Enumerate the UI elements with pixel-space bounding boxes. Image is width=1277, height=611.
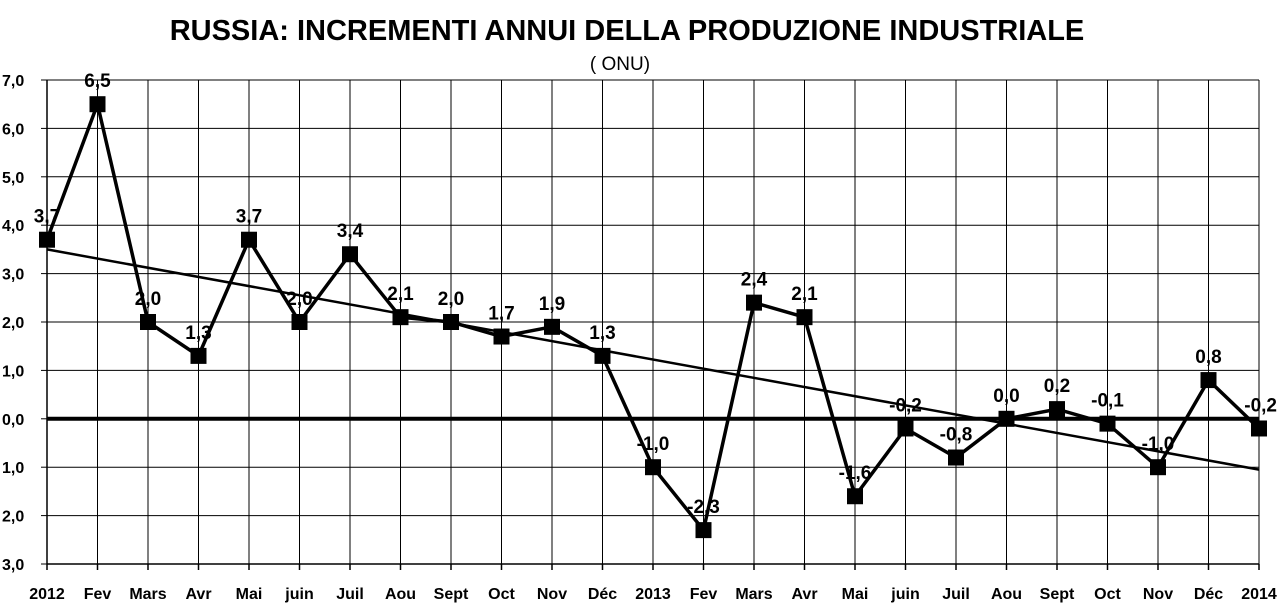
chart-title: RUSSIA: INCREMENTI ANNUI DELLA PRODUZION… xyxy=(170,15,1085,47)
x-tick-label: Fev xyxy=(690,586,718,603)
x-tick-label: Mai xyxy=(842,586,869,603)
data-point-marker xyxy=(392,309,409,326)
data-label: -0,2 xyxy=(889,395,922,416)
data-point-marker xyxy=(1049,401,1065,418)
series-group xyxy=(39,96,1267,539)
y-tick-label: 4,0 xyxy=(2,218,24,235)
data-point-marker xyxy=(342,246,358,263)
data-point-marker xyxy=(190,347,207,364)
x-tick-label: Oct xyxy=(488,586,515,603)
data-label: -1,6 xyxy=(839,463,872,484)
data-label: -0,2 xyxy=(1244,395,1277,416)
x-tick-label: Déc xyxy=(1194,586,1223,603)
data-point-marker xyxy=(493,328,510,345)
x-tick-label: 2012 xyxy=(29,586,65,603)
data-label: 2,0 xyxy=(135,289,161,310)
x-tick-label: Sept xyxy=(1040,586,1075,603)
data-point-marker xyxy=(1099,415,1116,432)
data-label: -1,0 xyxy=(1142,434,1175,455)
data-label: 6,5 xyxy=(84,71,111,92)
data-label: 3,7 xyxy=(236,207,262,228)
data-point-marker xyxy=(39,231,55,248)
x-tick-label: Juil xyxy=(942,586,970,603)
y-tick-label: 3,0 xyxy=(2,267,24,284)
data-point-marker xyxy=(594,347,611,364)
trendline-group xyxy=(46,248,1260,471)
x-tick-label: Oct xyxy=(1094,586,1121,603)
data-point-marker xyxy=(746,294,762,311)
data-point-marker xyxy=(140,314,156,330)
data-point-marker xyxy=(544,318,560,335)
x-tick-label: Aou xyxy=(385,586,416,603)
data-point-marker xyxy=(241,231,257,248)
chart-subtitle: ( ONU) xyxy=(590,54,650,75)
data-point-marker xyxy=(89,96,106,113)
data-label: 0,8 xyxy=(1195,347,1221,368)
data-point-marker xyxy=(897,420,914,437)
data-point-marker xyxy=(695,522,712,539)
x-tick-label: juin xyxy=(284,586,313,603)
data-point-marker xyxy=(948,449,964,466)
y-tick-label: 5,0 xyxy=(2,170,24,187)
data-label: 2,0 xyxy=(438,289,464,310)
data-point-marker xyxy=(1251,420,1267,437)
data-point-marker xyxy=(998,410,1015,427)
x-tick-label: Avr xyxy=(791,586,817,603)
x-tick-label: Avr xyxy=(185,586,211,603)
data-label: 1,3 xyxy=(185,323,211,344)
data-label: 1,3 xyxy=(589,323,615,344)
y-tick-label: 3,0 xyxy=(2,557,24,574)
y-tick-label: 7,0 xyxy=(2,73,24,90)
y-tick-labels: 7,0 6,0 5,0 4,0 3,0 2,0 1,0 0,0 1,0 2,0 3,0 xyxy=(2,73,24,574)
data-point-marker xyxy=(847,488,863,505)
y-tick-label: 2,0 xyxy=(2,315,24,332)
y-tick-label: 1,0 xyxy=(2,363,24,380)
x-tick-label: Fev xyxy=(84,586,112,603)
grid xyxy=(46,79,1260,565)
y-tick-label: 1,0 xyxy=(2,460,24,477)
data-label: -0,1 xyxy=(1091,391,1124,412)
y-tick-label: 2,0 xyxy=(2,509,24,526)
y-tick-label: 6,0 xyxy=(2,121,24,138)
x-tick-label: 2014 xyxy=(1241,586,1277,603)
data-point-marker xyxy=(443,314,459,330)
x-tick-label: Nov xyxy=(1143,586,1173,603)
x-tick-label: Aou xyxy=(991,586,1022,603)
data-point-marker xyxy=(291,314,308,330)
data-point-marker xyxy=(1200,372,1217,389)
x-tick-label: Nov xyxy=(537,586,567,603)
x-tick-label: Juil xyxy=(336,586,364,603)
data-label: 2,1 xyxy=(387,284,414,305)
y-tick-label: 0,0 xyxy=(2,412,24,429)
data-label: 0,0 xyxy=(993,386,1019,407)
trendline xyxy=(46,248,1260,471)
data-label: 1,7 xyxy=(488,304,514,325)
x-tick-label: Sept xyxy=(434,586,469,603)
data-labels: 3,7 6,5 2,0 1,3 3,7 2,0 3,4 2,1 2,0 1,7 1,9 1,3 -1,0… xyxy=(34,71,1277,518)
data-label: 0,2 xyxy=(1044,376,1070,397)
data-label: 1,9 xyxy=(539,294,565,315)
x-tick-label: Mai xyxy=(236,586,263,603)
x-tick-label: juin xyxy=(890,586,919,603)
data-label: -0,8 xyxy=(940,425,973,446)
x-tick-label: Mars xyxy=(129,586,166,603)
data-label: 2,4 xyxy=(741,270,768,291)
x-tick-label: 2013 xyxy=(635,586,671,603)
data-label: 3,4 xyxy=(337,221,364,242)
data-point-marker xyxy=(796,309,813,326)
data-point-marker xyxy=(1150,459,1166,476)
data-label: -1,0 xyxy=(637,434,670,455)
data-label: 2,1 xyxy=(791,284,818,305)
data-label: 3,7 xyxy=(34,207,60,228)
x-tick-label: Déc xyxy=(588,586,617,603)
x-tick-labels: 2012 Fev Mars Avr Mai juin Juil Aou Sept Oct Nov Dé… xyxy=(29,586,1277,603)
data-label: -2,3 xyxy=(687,497,720,518)
axes xyxy=(41,79,1260,570)
x-tick-label: Mars xyxy=(735,586,772,603)
data-label: 2,0 xyxy=(286,289,312,310)
data-point-marker xyxy=(645,459,661,476)
